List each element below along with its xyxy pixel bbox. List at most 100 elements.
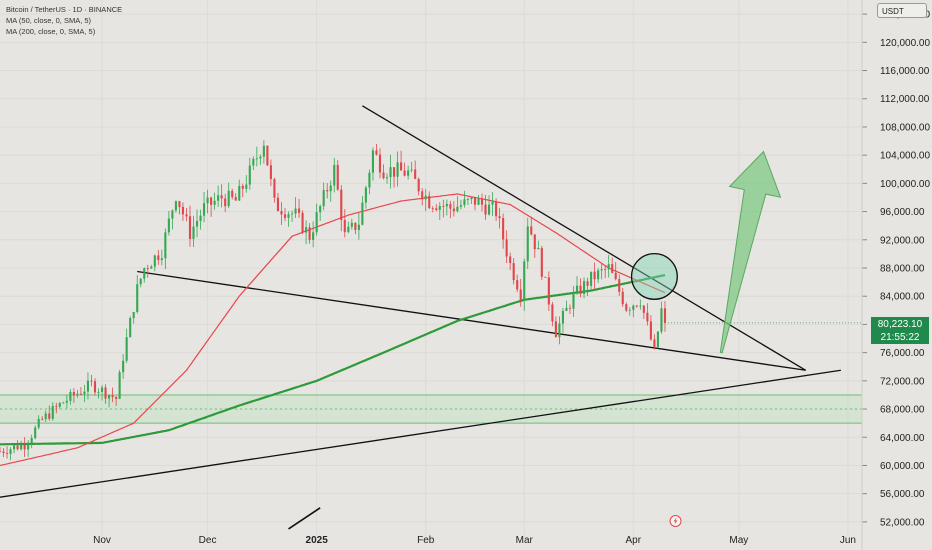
candle-down	[181, 207, 185, 215]
candle-down	[354, 222, 357, 230]
candle-down	[618, 279, 621, 292]
candle-down	[512, 263, 515, 281]
lightning-icon	[673, 517, 678, 525]
candle-up	[83, 391, 86, 395]
y-tick-label: 60,000.00	[880, 461, 925, 472]
candle-up	[537, 248, 540, 250]
candle-down	[417, 178, 420, 192]
candle-down	[111, 395, 114, 397]
candle-up	[628, 309, 631, 311]
candle-up	[245, 184, 248, 189]
candle-down	[473, 197, 477, 205]
candle-up	[407, 170, 410, 176]
candle-up	[27, 443, 30, 450]
y-tick-label: 116,000.00	[880, 66, 930, 77]
candle-down	[649, 321, 652, 340]
currency-selector[interactable]: USDT	[877, 3, 927, 18]
annotations	[630, 150, 862, 527]
ma200-curve	[0, 274, 666, 446]
candle-up	[259, 156, 262, 159]
legend-ma200[interactable]: MA (200, close, 0, SMA, 5)	[6, 27, 96, 36]
x-axis[interactable]: Nov Dec 2025 Feb Mar Apr May Jun	[93, 535, 856, 546]
ma50-curve	[0, 193, 666, 467]
candle-up	[248, 165, 251, 185]
candle-up	[65, 400, 68, 403]
candle-up	[558, 323, 561, 338]
candle-up	[565, 307, 568, 311]
trendlines	[0, 105, 841, 530]
y-tick-label: 92,000.00	[880, 235, 925, 246]
candle-down	[509, 256, 512, 264]
candle-up	[438, 206, 441, 210]
candle-down	[642, 305, 645, 313]
candle-up	[20, 444, 23, 450]
candle-up	[122, 360, 125, 373]
candle-down	[611, 264, 614, 273]
candle-down	[48, 413, 51, 419]
candle-down	[435, 208, 438, 210]
candle-up	[656, 331, 659, 348]
legend-title[interactable]: Bitcoin / TetherUS · 1D · BINANCE	[6, 5, 123, 14]
candle-up	[575, 285, 579, 293]
candle-down	[495, 201, 498, 217]
candle-down	[0, 451, 2, 453]
y-tick-label: 52,000.00	[880, 517, 925, 528]
candle-up	[160, 258, 163, 261]
candle-up	[58, 403, 61, 407]
short-trendline	[288, 507, 321, 530]
candlesticks	[0, 140, 667, 461]
upper-trendline	[362, 105, 807, 371]
ma200-line	[0, 274, 666, 446]
legend: Bitcoin / TetherUS · 1D · BINANCE MA (50…	[6, 4, 122, 37]
candle-up	[287, 214, 290, 218]
candle-up	[69, 392, 72, 401]
candle-up	[51, 406, 54, 419]
candle-down	[540, 248, 543, 277]
candle-down	[498, 216, 501, 219]
x-tick-label: Feb	[417, 535, 435, 546]
candle-down	[378, 154, 382, 173]
candle-down	[185, 214, 188, 217]
candle-up	[329, 185, 332, 192]
candle-down	[428, 195, 431, 209]
y-axis[interactable]: 52,000.00 56,000.00 60,000.00 64,000.00 68,0…	[861, 0, 930, 550]
y-tick-label: 112,000.00	[880, 94, 930, 105]
countdown-timer: 21:55:22	[880, 332, 920, 343]
candle-down	[93, 381, 97, 393]
candle-up	[203, 203, 206, 216]
candle-up	[396, 162, 399, 177]
candle-up	[44, 413, 47, 420]
candle-up	[322, 190, 325, 207]
candle-down	[336, 164, 339, 190]
candle-down	[241, 185, 244, 189]
candle-up	[171, 210, 174, 219]
y-tick-label: 120,000.00	[880, 38, 930, 49]
x-tick-label: May	[729, 535, 748, 546]
rising-support-line	[0, 369, 841, 498]
candle-up	[526, 226, 529, 262]
candle-up	[582, 281, 586, 295]
y-tick-label: 68,000.00	[880, 405, 925, 416]
candle-down	[621, 291, 624, 305]
bullish-arrow	[719, 150, 782, 354]
candle-down	[115, 396, 118, 399]
candle-down	[579, 285, 582, 295]
legend-ma50[interactable]: MA (50, close, 0, SMA, 5)	[6, 16, 92, 25]
candle-up	[227, 190, 230, 207]
candle-down	[421, 191, 424, 200]
candle-down	[280, 211, 283, 215]
candle-down	[41, 418, 44, 420]
candle-up	[129, 317, 132, 338]
candle-down	[414, 169, 417, 179]
current-price-badge: 80,223.10 21:55:22	[871, 317, 929, 344]
y-tick-label: 64,000.00	[880, 433, 925, 444]
candle-up	[491, 201, 494, 205]
candle-down	[568, 307, 572, 309]
candle-up	[319, 206, 322, 213]
candle-down	[178, 201, 181, 208]
candle-up	[315, 212, 318, 233]
candle-down	[23, 444, 26, 450]
x-tick-label: Dec	[199, 535, 217, 546]
candle-down	[452, 208, 455, 212]
